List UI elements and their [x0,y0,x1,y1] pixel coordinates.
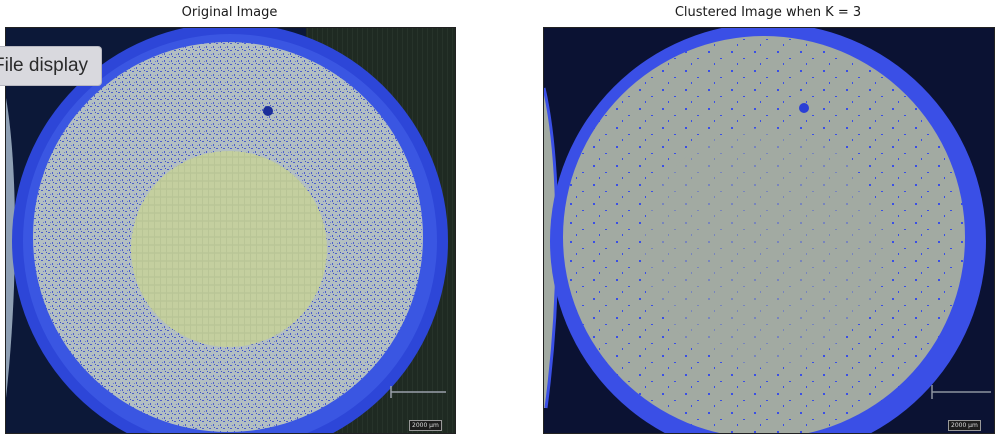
right-scale-label: 2000 µm [948,420,981,431]
original-image [6,28,455,433]
right-panel-title: Clustered Image when K = 3 [674,5,862,20]
clustered-image-axes [543,27,995,434]
clustered-image [544,28,994,433]
left-panel-title: Original Image [181,5,278,20]
left-scale-label: 2000 µm [409,420,442,431]
file-display-tooltip: File display [0,46,103,86]
original-image-axes [5,27,456,434]
